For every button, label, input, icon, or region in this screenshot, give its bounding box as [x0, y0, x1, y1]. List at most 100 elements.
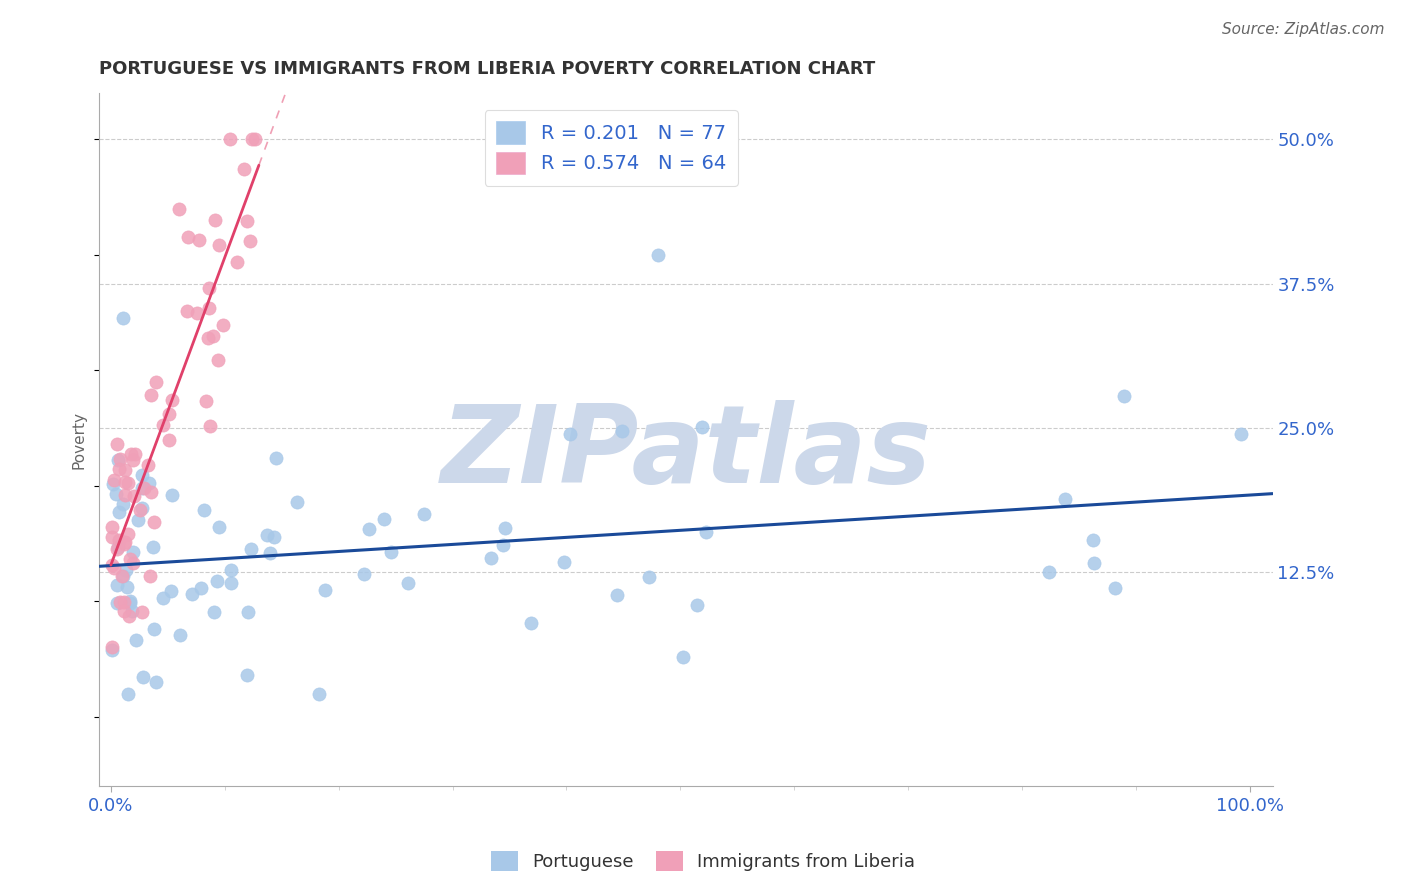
- Legend: Portuguese, Immigrants from Liberia: Portuguese, Immigrants from Liberia: [484, 844, 922, 879]
- Point: [353, 566, 375, 581]
- Point: [159, 584, 181, 599]
- Point: [124, 489, 146, 503]
- Point: [101, 476, 124, 491]
- Point: [181, 587, 204, 601]
- Point: [138, 475, 160, 490]
- Point: [606, 588, 628, 602]
- Y-axis label: Poverty: Poverty: [72, 410, 86, 468]
- Point: [108, 594, 131, 608]
- Point: [160, 488, 183, 502]
- Point: [695, 524, 717, 539]
- Text: PORTUGUESE VS IMMIGRANTS FROM LIBERIA POVERTY CORRELATION CHART: PORTUGUESE VS IMMIGRANTS FROM LIBERIA PO…: [100, 60, 876, 78]
- Point: [118, 596, 141, 610]
- Point: [1083, 533, 1105, 547]
- Point: [101, 643, 124, 657]
- Point: [193, 503, 215, 517]
- Point: [232, 162, 254, 177]
- Point: [108, 452, 131, 467]
- Point: [208, 238, 231, 252]
- Point: [122, 453, 145, 467]
- Point: [128, 503, 150, 517]
- Point: [104, 487, 127, 501]
- Point: [195, 393, 218, 408]
- Point: [121, 604, 143, 618]
- Point: [101, 558, 124, 572]
- Point: [117, 527, 139, 541]
- Point: [226, 254, 249, 268]
- Point: [240, 132, 263, 146]
- Point: [239, 234, 262, 248]
- Point: [494, 521, 516, 535]
- Point: [169, 628, 191, 642]
- Point: [142, 540, 165, 554]
- Point: [114, 463, 136, 477]
- Point: [177, 230, 200, 244]
- Point: [202, 328, 225, 343]
- Point: [134, 481, 156, 495]
- Point: [190, 581, 212, 595]
- Point: [105, 541, 128, 556]
- Point: [108, 462, 131, 476]
- Point: [314, 582, 336, 597]
- Point: [373, 512, 395, 526]
- Point: [103, 473, 125, 487]
- Point: [118, 609, 141, 624]
- Point: [263, 530, 285, 544]
- Point: [114, 475, 136, 489]
- Point: [121, 544, 143, 558]
- Point: [264, 450, 287, 465]
- Point: [162, 392, 184, 407]
- Point: [101, 530, 124, 544]
- Point: [187, 233, 209, 247]
- Point: [396, 576, 419, 591]
- Point: [120, 447, 142, 461]
- Point: [105, 436, 128, 450]
- Point: [103, 560, 125, 574]
- Legend: R = 0.201   N = 77, R = 0.574   N = 64: R = 0.201 N = 77, R = 0.574 N = 64: [485, 110, 738, 186]
- Point: [125, 632, 148, 647]
- Point: [138, 458, 160, 472]
- Point: [152, 417, 174, 432]
- Point: [112, 311, 135, 326]
- Point: [107, 452, 129, 467]
- Point: [141, 485, 163, 500]
- Point: [167, 202, 190, 216]
- Point: [198, 418, 221, 433]
- Point: [647, 248, 669, 262]
- Point: [308, 687, 330, 701]
- Point: [221, 576, 243, 591]
- Point: [101, 640, 124, 654]
- Point: [141, 388, 163, 402]
- Point: [479, 550, 502, 565]
- Point: [111, 569, 134, 583]
- Point: [112, 604, 135, 618]
- Point: [256, 528, 278, 542]
- Text: Source: ZipAtlas.com: Source: ZipAtlas.com: [1222, 22, 1385, 37]
- Point: [492, 538, 515, 552]
- Point: [132, 670, 155, 684]
- Point: [105, 596, 128, 610]
- Point: [610, 424, 633, 438]
- Point: [1038, 565, 1060, 579]
- Point: [127, 513, 149, 527]
- Point: [117, 687, 139, 701]
- Point: [121, 557, 143, 571]
- Point: [145, 675, 167, 690]
- Point: [1053, 491, 1076, 506]
- Point: [240, 542, 263, 557]
- Point: [357, 522, 380, 536]
- Point: [108, 505, 131, 519]
- Point: [105, 578, 128, 592]
- Point: [111, 569, 134, 583]
- Point: [380, 545, 402, 559]
- Point: [131, 605, 153, 619]
- Point: [1229, 427, 1251, 442]
- Point: [207, 352, 229, 367]
- Point: [413, 508, 436, 522]
- Point: [131, 467, 153, 482]
- Point: [243, 132, 266, 146]
- Point: [686, 599, 709, 613]
- Point: [111, 497, 134, 511]
- Point: [101, 520, 124, 534]
- Point: [145, 375, 167, 389]
